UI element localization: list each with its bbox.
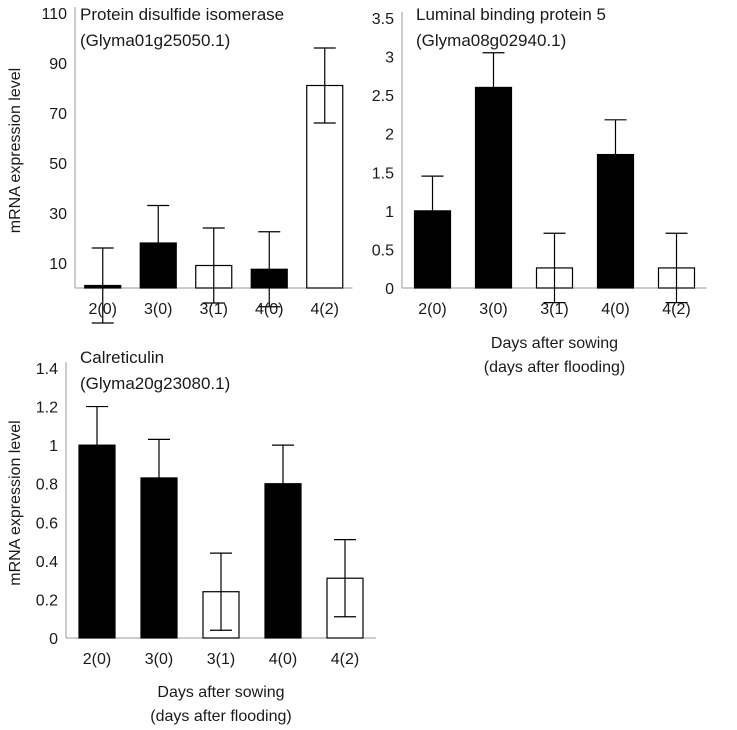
pdi-xtick-label: 3(0) [144, 301, 172, 318]
calr-xlabel2: (days after flooding) [150, 708, 291, 725]
pdi-xtick-label: 2(0) [89, 301, 117, 318]
pdi-ytick-label: 70 [49, 106, 67, 123]
lbp-title: Luminal binding protein 5 [416, 5, 606, 24]
calr-ytick-label: 1.2 [36, 400, 58, 417]
lbp-ytick-label: 0 [385, 281, 394, 298]
calr-xtick-label: 4(0) [269, 651, 297, 668]
lbp-xtick-label: 4(0) [601, 301, 629, 318]
pdi-ytick-label: 30 [49, 206, 67, 223]
pdi-ylabel: mRNA expression level [7, 68, 24, 233]
calr-xtick-label: 4(2) [331, 651, 359, 668]
pdi-xtick-label: 3(1) [200, 301, 228, 318]
calr-ytick-label: 0.6 [36, 515, 58, 532]
calr-ytick-label: 0.8 [36, 477, 58, 494]
lbp-xtick-label: 2(0) [418, 301, 446, 318]
calr-xtick-label: 2(0) [83, 651, 111, 668]
lbp-ytick-label: 3 [385, 50, 394, 67]
lbp-ytick-label: 1 [385, 204, 394, 221]
pdi-title: Protein disulfide isomerase [80, 5, 284, 24]
pdi-ytick-label: 10 [49, 256, 67, 273]
calr-xlabel: Days after sowing [157, 684, 284, 701]
pdi-xtick-label: 4(0) [255, 301, 283, 318]
lbp-xtick-label: 3(0) [479, 301, 507, 318]
lbp-ytick-label: 3.5 [372, 11, 394, 28]
calr-subtitle: (Glyma20g23080.1) [80, 374, 230, 393]
calr-xtick-label: 3(1) [207, 651, 235, 668]
lbp-ytick-label: 2.5 [372, 88, 394, 105]
lbp-xlabel: Days after sowing [491, 335, 618, 352]
lbp-ytick-label: 1.5 [372, 165, 394, 182]
pdi-ytick-label: 50 [49, 156, 67, 173]
lbp-subtitle: (Glyma08g02940.1) [416, 31, 566, 50]
lbp-ytick-label: 0.5 [372, 242, 394, 259]
calr-ytick-label: 1 [49, 438, 58, 455]
lbp-xlabel2: (days after flooding) [484, 359, 625, 376]
calr-xtick-label: 3(0) [145, 651, 173, 668]
pdi-xtick-label: 4(2) [311, 301, 339, 318]
lbp-xtick-label: 4(2) [662, 301, 690, 318]
calr-ylabel: mRNA expression level [7, 420, 24, 585]
lbp-xtick-label: 3(1) [540, 301, 568, 318]
calr-ytick-label: 1.4 [36, 361, 58, 378]
calr-ytick-label: 0.2 [36, 592, 58, 609]
calr-ytick-label: 0 [49, 631, 58, 648]
calr-ytick-label: 0.4 [36, 554, 58, 571]
pdi-ytick-label: 110 [41, 6, 67, 23]
lbp-ytick-label: 2 [385, 127, 394, 144]
pdi-subtitle: (Glyma01g25050.1) [80, 31, 230, 50]
calr-title: Calreticulin [80, 348, 164, 367]
pdi-ytick-label: 90 [49, 56, 67, 73]
